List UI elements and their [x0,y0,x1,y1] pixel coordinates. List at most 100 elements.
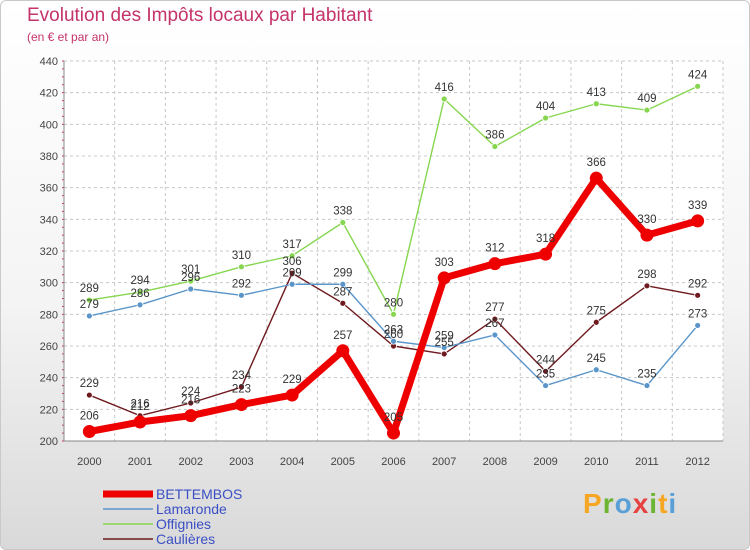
data-label-lamaronde: 299 [333,267,352,279]
data-point-caulires[interactable] [85,391,93,399]
data-point-lamaronde[interactable] [440,344,448,351]
data-label-caulires: 292 [688,278,707,290]
data-label-lamaronde: 235 [637,369,656,381]
data-point-caulires[interactable] [694,291,702,299]
data-label-bettembos: 318 [536,233,555,245]
data-point-lamaronde[interactable] [491,331,499,339]
data-point-bettembos[interactable] [640,228,654,242]
data-label-bettembos: 257 [333,330,352,342]
data-point-bettembos[interactable] [184,409,198,423]
data-point-lamaronde[interactable] [694,322,702,329]
y-tick-label: 320 [40,246,58,258]
data-point-caulires[interactable] [643,282,651,290]
data-label-caulires: 234 [232,370,252,382]
data-point-lamaronde[interactable] [339,280,347,288]
data-label-bettembos: 366 [587,157,606,169]
data-label-bettembos: 229 [283,374,302,386]
chart-subtitle: (en € et par an) [27,30,110,44]
data-point-lamaronde[interactable] [592,366,600,374]
data-point-lamaronde[interactable] [238,291,245,299]
data-point-caulires[interactable] [542,367,549,375]
data-point-lamaronde[interactable] [390,337,397,345]
data-label-bettembos: 205 [384,412,403,424]
data-point-bettembos[interactable] [336,344,350,358]
y-tick-label: 240 [40,373,58,385]
y-tick-label: 360 [40,183,58,195]
data-point-offignies[interactable] [542,114,549,122]
x-tick-label: 2009 [533,456,557,468]
data-point-bettembos[interactable] [234,398,248,412]
logo-letter: o [614,488,633,519]
data-label-lamaronde: 292 [232,278,251,290]
data-point-bettembos[interactable] [589,171,603,185]
data-point-lamaronde[interactable] [85,312,93,320]
data-label-lamaronde: 267 [485,318,504,330]
series-offignies [85,82,702,318]
data-point-bettembos[interactable] [437,271,451,285]
data-point-bettembos[interactable] [133,415,147,429]
legend-item-bettembos[interactable]: BETTEMBOS [103,486,242,502]
data-point-bettembos[interactable] [488,257,502,271]
data-point-bettembos[interactable] [82,425,96,438]
data-label-offignies: 409 [637,93,656,105]
data-point-lamaronde[interactable] [187,285,195,293]
logo-letter: i [649,488,659,519]
data-label-offignies: 386 [485,130,504,142]
data-point-caulires[interactable] [187,399,195,407]
data-point-offignies[interactable] [288,252,296,260]
legend-label-lamaronde: Lamaronde [156,501,227,517]
data-point-offignies[interactable] [339,219,347,226]
data-point-bettembos[interactable] [285,388,299,402]
series-bettembos [82,171,705,440]
data-point-lamaronde[interactable] [136,301,144,309]
data-label-bettembos: 303 [435,257,454,269]
data-point-offignies[interactable] [491,143,499,150]
data-label-offignies: 301 [181,264,200,276]
legend-label-bettembos: BETTEMBOS [156,486,242,502]
proxiti-logo: Proxiti [583,488,677,520]
y-tick-label: 220 [40,404,58,416]
data-label-bettembos: 339 [688,200,707,212]
data-point-bettembos[interactable] [691,214,705,228]
data-point-offignies[interactable] [238,263,245,271]
data-label-offignies: 294 [130,275,150,287]
x-tick-label: 2012 [685,456,709,468]
data-point-lamaronde[interactable] [643,382,651,389]
data-point-offignies[interactable] [136,288,144,296]
data-point-caulires[interactable] [592,318,600,326]
logo-letter: i [668,488,678,519]
data-point-caulires[interactable] [339,299,347,307]
data-point-offignies[interactable] [390,310,397,318]
data-point-bettembos[interactable] [387,426,400,440]
y-tick-label: 340 [40,214,58,226]
data-point-offignies[interactable] [694,82,702,90]
data-point-lamaronde[interactable] [542,382,549,389]
data-point-offignies[interactable] [85,296,93,304]
data-point-caulires[interactable] [491,315,499,323]
chart-title: Evolution des Impôts locaux par Habitant [27,5,373,26]
data-label-caulires: 224 [181,386,201,398]
legend-item-caulires[interactable]: Caulières [103,531,215,547]
data-point-offignies[interactable] [187,277,195,285]
data-point-offignies[interactable] [592,100,600,108]
legend-label-offignies: Offignies [156,516,211,532]
data-label-caulires: 216 [130,399,149,411]
data-label-offignies: 416 [435,82,454,94]
data-point-lamaronde[interactable] [288,280,296,288]
legend-item-lamaronde[interactable]: Lamaronde [103,501,227,517]
data-point-caulires[interactable] [440,350,448,358]
data-point-offignies[interactable] [643,106,651,114]
data-label-offignies: 280 [384,297,403,309]
data-point-offignies[interactable] [440,95,448,103]
data-label-caulires: 287 [333,286,352,298]
x-tick-label: 2007 [432,456,456,468]
logo-letter: t [658,488,669,519]
y-tick-label: 280 [40,309,58,321]
data-point-caulires[interactable] [238,383,245,391]
data-point-bettembos[interactable] [539,247,553,261]
legend-item-offignies[interactable]: Offignies [103,516,211,532]
x-tick-label: 2000 [77,456,101,468]
data-point-caulires[interactable] [288,269,296,277]
